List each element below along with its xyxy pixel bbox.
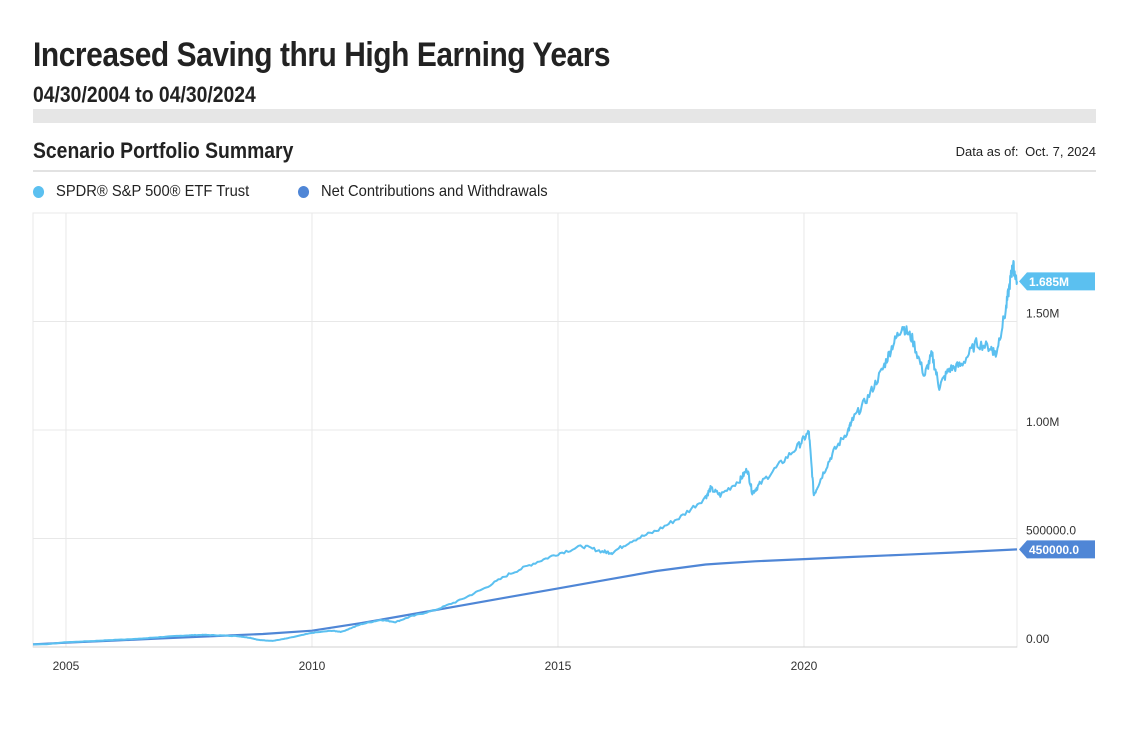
contributions-end-value-flag bbox=[1019, 540, 1095, 559]
y-tick-label: 1.00M bbox=[1026, 415, 1059, 429]
page-title: Increased Saving thru High Earning Years bbox=[33, 36, 611, 74]
date-range-subtitle: 04/30/2004 to 04/30/2024 bbox=[33, 82, 256, 107]
header-divider-bar bbox=[33, 109, 1096, 123]
y-tick-label: 0.00 bbox=[1026, 632, 1050, 646]
section-divider bbox=[33, 170, 1096, 172]
y-tick-label: 1.50M bbox=[1026, 307, 1059, 321]
x-tick-label: 2020 bbox=[791, 659, 818, 673]
data-as-of: Data as of: Oct. 7, 2024 bbox=[953, 144, 1096, 159]
x-tick-label: 2005 bbox=[53, 659, 80, 673]
spy-end-value-label: 1.685M bbox=[1029, 275, 1069, 289]
legend-item-spy[interactable]: SPDR® S&P 500® ETF Trust bbox=[33, 183, 249, 201]
x-tick-label: 2010 bbox=[299, 659, 326, 673]
x-tick-label: 2015 bbox=[545, 659, 572, 673]
spy-series-line bbox=[33, 260, 1018, 646]
section-title: Scenario Portfolio Summary bbox=[33, 138, 294, 163]
contributions-end-value-label: 450000.0 bbox=[1029, 543, 1079, 557]
y-tick-label: 500000.0 bbox=[1026, 524, 1076, 538]
legend-dot-contributions bbox=[298, 186, 310, 198]
as-of-label: Data as of: bbox=[955, 144, 1019, 159]
spy-end-value-flag bbox=[1019, 272, 1095, 291]
legend-item-contributions[interactable]: Net Contributions and Withdrawals bbox=[298, 183, 548, 201]
contributions-series-line bbox=[32, 548, 1018, 646]
chart-legend: SPDR® S&P 500® ETF Trust Net Contributio… bbox=[33, 183, 569, 201]
legend-label-spy: SPDR® S&P 500® ETF Trust bbox=[56, 183, 250, 200]
legend-label-contributions: Net Contributions and Withdrawals bbox=[321, 183, 548, 200]
legend-dot-spy bbox=[33, 186, 45, 198]
as-of-value: Oct. 7, 2024 bbox=[1025, 144, 1096, 159]
